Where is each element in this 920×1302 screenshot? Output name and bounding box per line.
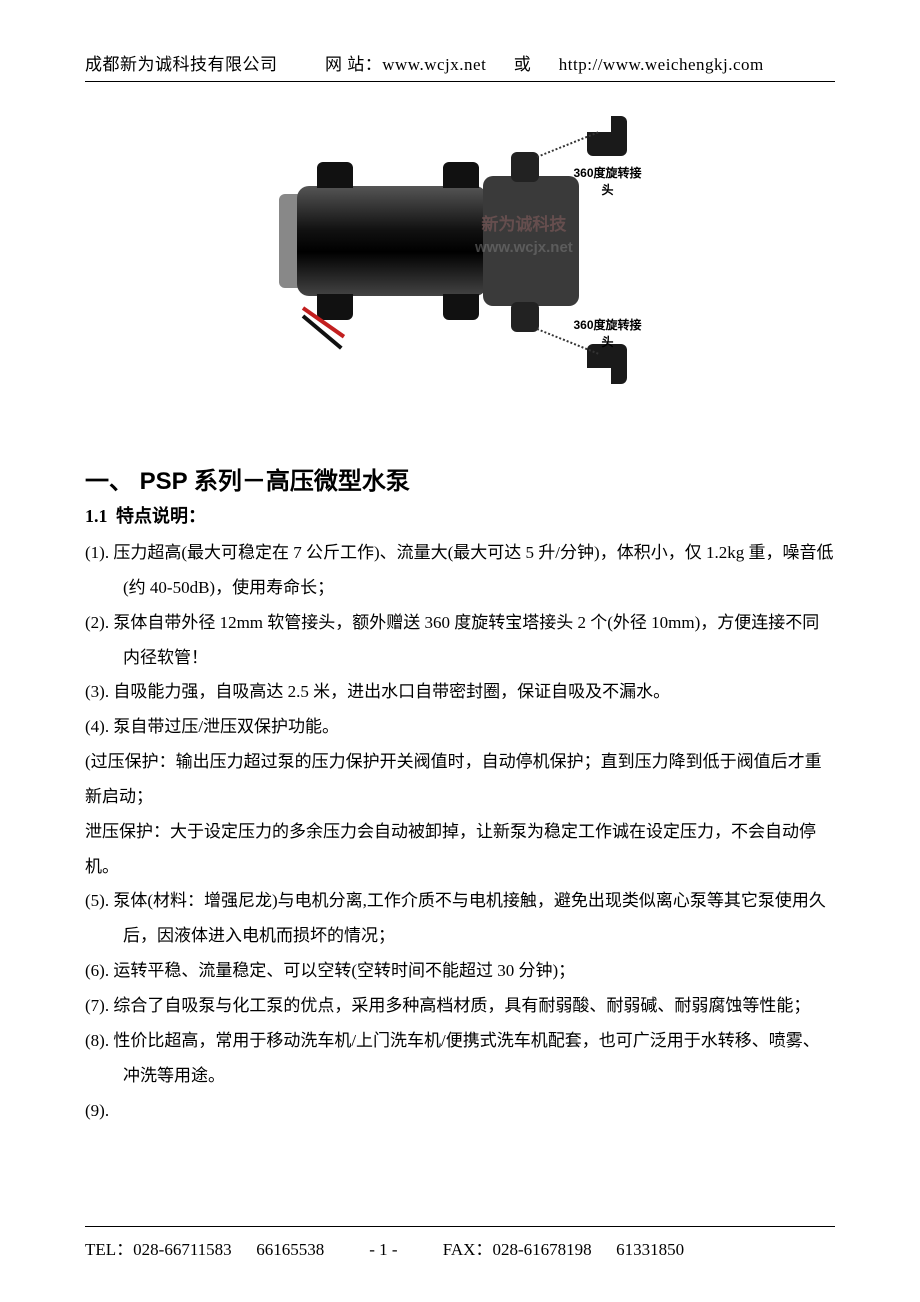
feature-item-2: (2). 泵体自带外径 12mm 软管接头，额外赠送 360 度旋转宝塔接头 2… bbox=[85, 606, 835, 676]
feature-item-4: (4). 泵自带过压/泄压双保护功能。 bbox=[85, 710, 835, 745]
feature-item-3: (3). 自吸能力强，自吸高达 2.5 米，进出水口自带密封圈，保证自吸及不漏水… bbox=[85, 675, 835, 710]
callout-label-top: 360度旋转接头 bbox=[570, 164, 645, 198]
section-title: 一、 PSP 系列－高压微型水泵 bbox=[85, 461, 835, 496]
or-word: 或 bbox=[514, 55, 532, 74]
watermark: 新为诚科技 www.wcjx.net bbox=[475, 214, 573, 258]
fax-number-1: 028-61678198 bbox=[492, 1240, 591, 1259]
site-url-1: www.wcjx.net bbox=[382, 55, 486, 74]
site-label: 网 站： bbox=[325, 55, 382, 74]
document-page: 成都新为诚科技有限公司 网 站：www.wcjx.net 或 http://ww… bbox=[0, 0, 920, 1302]
tel-label: TEL： bbox=[85, 1240, 133, 1259]
fax-label: FAX： bbox=[443, 1240, 493, 1259]
feature-item-7: (7). 综合了自吸泵与化工泵的优点，采用多种高档材质，具有耐弱酸、耐弱碱、耐弱… bbox=[85, 989, 835, 1024]
fax-number-2: 61331850 bbox=[616, 1240, 684, 1259]
feature-item-9: (9). bbox=[85, 1094, 835, 1129]
site-url-2: http://www.weichengkj.com bbox=[559, 55, 764, 74]
page-number: - 1 - bbox=[328, 1240, 438, 1260]
callout-label-bottom: 360度旋转接头 bbox=[570, 316, 645, 350]
elbow-connector-icon bbox=[587, 116, 627, 156]
feature-note-2: 泄压保护：大于设定压力的多余压力会自动被卸掉，让新泵为稳定工作诚在设定压力，不会… bbox=[85, 815, 835, 885]
watermark-line1: 新为诚科技 bbox=[481, 215, 566, 234]
product-figure: 360度旋转接头 360度旋转接头 新为诚科技 www.wcjx.net bbox=[85, 106, 835, 401]
feature-item-1: (1). 压力超高(最大可稳定在 7 公斤工作)、流量大(最大可达 5 升/分钟… bbox=[85, 536, 835, 606]
feature-item-6: (6). 运转平稳、流量稳定、可以空转(空转时间不能超过 30 分钟)； bbox=[85, 954, 835, 989]
pump-illustration: 360度旋转接头 360度旋转接头 新为诚科技 www.wcjx.net bbox=[275, 106, 645, 396]
features-body: (1). 压力超高(最大可稳定在 7 公斤工作)、流量大(最大可达 5 升/分钟… bbox=[85, 536, 835, 1128]
feature-item-5: (5). 泵体(材料：增强尼龙)与电机分离,工作介质不与电机接触，避免出现类似离… bbox=[85, 884, 835, 954]
page-footer: TEL：028-66711583 66165538 - 1 - FAX：028-… bbox=[85, 1226, 835, 1260]
subsection-title: 1.1 特点说明： bbox=[85, 502, 835, 528]
watermark-line2: www.wcjx.net bbox=[475, 239, 573, 256]
tel-number-1: 028-66711583 bbox=[133, 1240, 232, 1259]
feature-note-1: (过压保护：输出压力超过泵的压力保护开关阀值时，自动停机保护；直到压力降到低于阀… bbox=[85, 745, 835, 815]
company-name: 成都新为诚科技有限公司 bbox=[85, 50, 278, 75]
page-header: 成都新为诚科技有限公司 网 站：www.wcjx.net 或 http://ww… bbox=[85, 50, 835, 82]
feature-item-8: (8). 性价比超高，常用于移动洗车机/上门洗车机/便携式洗车机配套，也可广泛用… bbox=[85, 1024, 835, 1094]
tel-number-2: 66165538 bbox=[256, 1240, 324, 1259]
